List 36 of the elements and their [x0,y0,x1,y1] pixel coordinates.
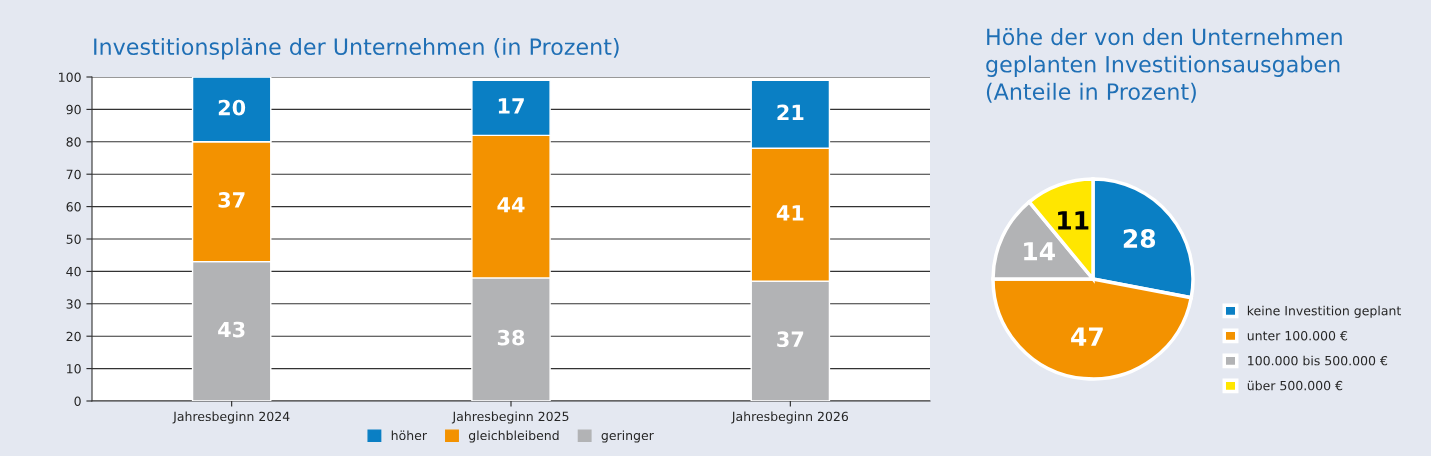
data-label: 47 [1071,327,1103,346]
data-label: 21 [777,104,804,121]
chart-title: Höhe der von den Unternehmen geplanten Investitionsausgaben (Anteile in Prozent) [986,28,1342,103]
y-tick-label: 30 [66,299,81,309]
y-tick-label: 20 [66,331,81,342]
x-tick-label: Jahresbeginn 2026 [731,411,849,424]
data-label: 14 [1024,242,1055,261]
x-tick-label: Jahresbeginn 2024 [172,411,290,424]
data-label: 43 [218,321,245,338]
data-label: 37 [218,192,245,208]
y-tick-label: 0 [74,396,81,406]
data-label: 20 [218,99,246,116]
legend-label: gleichbleibend [468,430,559,443]
legend-label: über 500.000 € [1247,380,1343,391]
data-label: 11 [1058,211,1089,230]
data-label: 37 [777,331,804,348]
y-tick-label: 90 [66,104,81,115]
y-tick-label: 10 [67,364,81,374]
data-label: 44 [497,197,525,213]
data-label: 28 [1123,229,1156,249]
data-label: 41 [776,205,804,221]
data-label: 38 [497,329,525,346]
y-tick-label: 50 [66,234,81,244]
y-tick-label: 70 [66,169,81,180]
chart-title: Investitionspläne der Unternehmen (in Prozent) [94,37,619,60]
legend-label: geringer [601,430,654,443]
data-label: 17 [498,98,524,114]
y-tick-label: 80 [66,137,81,147]
y-tick-label: 60 [66,202,81,212]
y-tick-label: 100 [59,72,81,82]
legend-label: höher [391,430,427,441]
legend-label: unter 100.000 € [1247,330,1348,341]
legend-label: keine Investition geplant [1247,305,1401,318]
y-tick-label: 40 [66,266,81,277]
x-tick-label: Jahresbeginn 2025 [451,411,569,424]
legend-label: 100.000 bis 500.000 € [1248,355,1388,366]
